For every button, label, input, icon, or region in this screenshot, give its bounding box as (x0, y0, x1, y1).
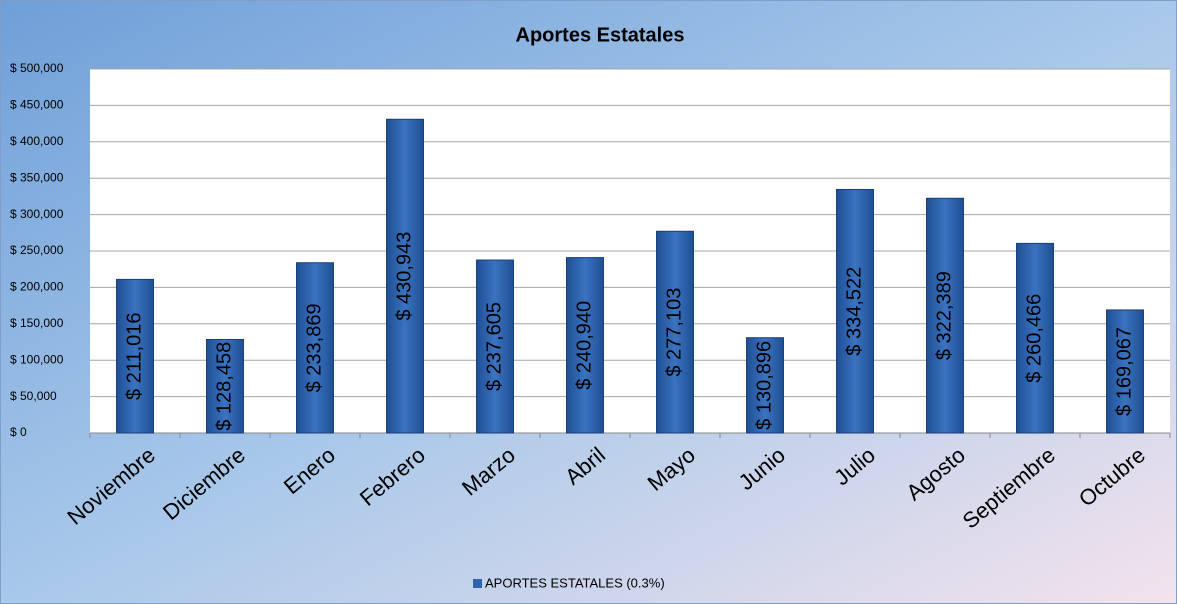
value-label: $ 130,896 (753, 341, 775, 430)
bar (926, 197, 964, 434)
y-tick-label: $ 350,000 (10, 170, 64, 184)
bar (386, 118, 424, 434)
y-tick-label: $ 500,000 (10, 61, 64, 75)
y-tick-label: $ 200,000 (10, 280, 64, 294)
bar (746, 337, 784, 434)
bar (566, 257, 604, 434)
y-tick-label: $ 100,000 (10, 352, 64, 366)
value-label: $ 260,466 (1023, 294, 1045, 383)
value-label: $ 128,458 (213, 342, 235, 431)
y-tick-label: $ 400,000 (10, 134, 64, 148)
legend-label: APORTES ESTATALES (0.3%) (485, 575, 665, 590)
value-label: $ 334,522 (843, 267, 865, 356)
bar (296, 262, 334, 434)
bar (656, 230, 694, 434)
value-label: $ 169,067 (1113, 327, 1135, 416)
y-tick-label: $ 300,000 (10, 207, 64, 221)
value-label: $ 277,103 (663, 288, 685, 377)
bar (836, 188, 874, 434)
legend-swatch (473, 579, 482, 588)
y-tick-label: $ 0 (10, 425, 27, 439)
chart-title: Aportes Estatales (516, 24, 685, 46)
y-tick-label: $ 150,000 (10, 316, 64, 330)
y-tick-label: $ 250,000 (10, 243, 64, 257)
bar (206, 338, 244, 434)
value-label: $ 237,605 (483, 302, 505, 391)
value-label: $ 240,940 (573, 301, 595, 390)
bar (116, 278, 154, 434)
y-tick-label: $ 50,000 (10, 389, 57, 403)
bar (1106, 309, 1144, 434)
bar (476, 259, 514, 434)
bar (1016, 242, 1054, 434)
y-tick-label: $ 450,000 (10, 98, 64, 112)
value-label: $ 211,016 (123, 312, 145, 400)
value-label: $ 322,389 (933, 271, 955, 360)
value-label: $ 233,869 (303, 303, 325, 392)
value-label: $ 430,943 (393, 232, 415, 321)
